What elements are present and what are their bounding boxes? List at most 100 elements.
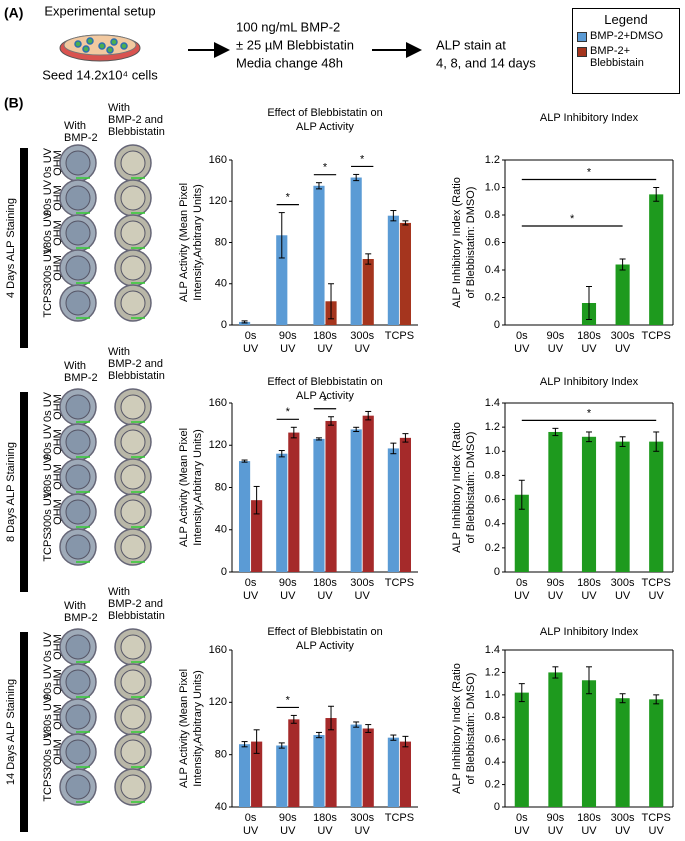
x-tick-label: UV bbox=[243, 343, 259, 355]
bar bbox=[238, 744, 251, 807]
y-tick-label: 0.6 bbox=[485, 236, 500, 248]
y-axis-label: of Blebbistatin: DMSO) bbox=[465, 673, 477, 785]
error-bar bbox=[653, 431, 660, 452]
y-tick-label: 0.2 bbox=[485, 291, 500, 303]
well-label: 90s UV bbox=[42, 179, 54, 216]
bar bbox=[362, 259, 374, 325]
error-bar bbox=[315, 731, 322, 739]
bar bbox=[514, 692, 529, 807]
panel-label: (B) bbox=[4, 95, 23, 111]
error-bar bbox=[402, 735, 409, 748]
x-tick-label: UV bbox=[280, 590, 296, 602]
x-tick-label: UV bbox=[514, 343, 530, 355]
bar bbox=[399, 741, 412, 807]
chart-title: ALP Activity bbox=[296, 121, 354, 133]
y-tick-label: 120 bbox=[209, 195, 227, 207]
x-tick-label: UV bbox=[548, 343, 564, 355]
error-bar bbox=[619, 693, 626, 704]
x-tick-label: 90s bbox=[279, 577, 297, 589]
x-tick-label: TCPS bbox=[642, 812, 671, 824]
y-tick-label: 80 bbox=[215, 236, 227, 248]
error-bar bbox=[290, 426, 297, 439]
bar bbox=[387, 215, 399, 325]
well-inner bbox=[120, 774, 146, 800]
col-header: BMP-2 bbox=[64, 372, 98, 384]
x-tick-label: TCPS bbox=[385, 812, 414, 824]
error-bar bbox=[365, 410, 372, 421]
well-inner bbox=[120, 220, 146, 246]
error-bar bbox=[365, 253, 372, 265]
chart-title: ALP Inhibitory Index bbox=[540, 626, 639, 638]
bar bbox=[251, 500, 263, 572]
well-inner bbox=[120, 499, 146, 525]
x-tick-label: UV bbox=[615, 825, 631, 837]
error-bar bbox=[315, 182, 322, 190]
y-tick-label: 1.4 bbox=[485, 397, 500, 409]
well-inner bbox=[65, 290, 91, 316]
chart-title: ALP Activity bbox=[296, 640, 354, 652]
significance-label: * bbox=[360, 153, 365, 165]
y-axis-label: ALP Activity (Mean Pixel bbox=[178, 183, 190, 302]
x-tick-label: 180s bbox=[313, 330, 337, 342]
well-inner bbox=[65, 464, 91, 490]
x-tick-label: UV bbox=[317, 590, 333, 602]
well-inner bbox=[65, 774, 91, 800]
cells bbox=[74, 37, 128, 54]
well-inner bbox=[65, 185, 91, 211]
bar bbox=[387, 737, 399, 807]
well-inner bbox=[120, 394, 146, 420]
row-bar bbox=[20, 632, 28, 832]
col-header: BMP-2 and bbox=[108, 358, 163, 370]
y-tick-label: 0.2 bbox=[485, 542, 500, 554]
row-bar bbox=[20, 392, 28, 592]
y-axis-label: Intensity,Arbitrary Units) bbox=[192, 184, 204, 301]
bar bbox=[615, 698, 630, 807]
x-tick-label: TCPS bbox=[642, 330, 671, 342]
legend-entry: BMP-2+DMSO bbox=[577, 30, 675, 42]
well-inner bbox=[120, 739, 146, 765]
x-tick-label: 90s bbox=[547, 330, 565, 342]
bar bbox=[387, 448, 399, 572]
error-bar bbox=[290, 714, 297, 724]
significance-label: * bbox=[587, 166, 592, 178]
y-tick-label: 80 bbox=[215, 749, 227, 761]
bar bbox=[399, 437, 412, 572]
error-bar bbox=[241, 741, 248, 748]
y-tick-label: 1.0 bbox=[485, 181, 500, 193]
col-header: BMP-2 and bbox=[108, 598, 163, 610]
well-inner bbox=[65, 739, 91, 765]
x-tick-label: UV bbox=[243, 590, 259, 602]
x-tick-label: 300s bbox=[611, 812, 635, 824]
bar bbox=[288, 432, 300, 572]
error-bar bbox=[586, 286, 592, 320]
panel-label: (A) bbox=[4, 5, 23, 21]
well-label: 300s UV bbox=[42, 730, 54, 773]
well-label: 90s UV bbox=[42, 423, 54, 460]
x-tick-label: UV bbox=[548, 590, 564, 602]
x-tick-label: 90s bbox=[279, 812, 297, 824]
well-label: 0s UV bbox=[42, 391, 54, 422]
well-inner bbox=[120, 150, 146, 176]
legend-swatch bbox=[577, 47, 587, 57]
legend-label: BMP-2+DMSO bbox=[590, 30, 664, 42]
y-tick-label: 1.2 bbox=[485, 421, 500, 433]
legend: Legend BMP-2+DMSO BMP-2+ Blebbistain bbox=[572, 8, 680, 94]
bar bbox=[238, 321, 251, 325]
well-inner bbox=[65, 499, 91, 525]
x-tick-label: UV bbox=[581, 825, 597, 837]
error-bar bbox=[653, 694, 660, 705]
x-tick-label: 180s bbox=[577, 330, 601, 342]
error-bar bbox=[315, 437, 322, 441]
col-header: Blebbistatin bbox=[108, 370, 165, 382]
x-tick-label: UV bbox=[514, 825, 530, 837]
y-tick-label: 0.4 bbox=[485, 756, 500, 768]
x-tick-label: UV bbox=[355, 825, 371, 837]
error-bar bbox=[518, 479, 525, 510]
error-bar bbox=[390, 734, 397, 741]
col-header: With bbox=[64, 120, 86, 132]
x-tick-label: UV bbox=[317, 825, 333, 837]
setup-title: Experimental setup bbox=[44, 3, 155, 18]
bar bbox=[548, 431, 563, 572]
y-tick-label: 120 bbox=[209, 439, 227, 451]
